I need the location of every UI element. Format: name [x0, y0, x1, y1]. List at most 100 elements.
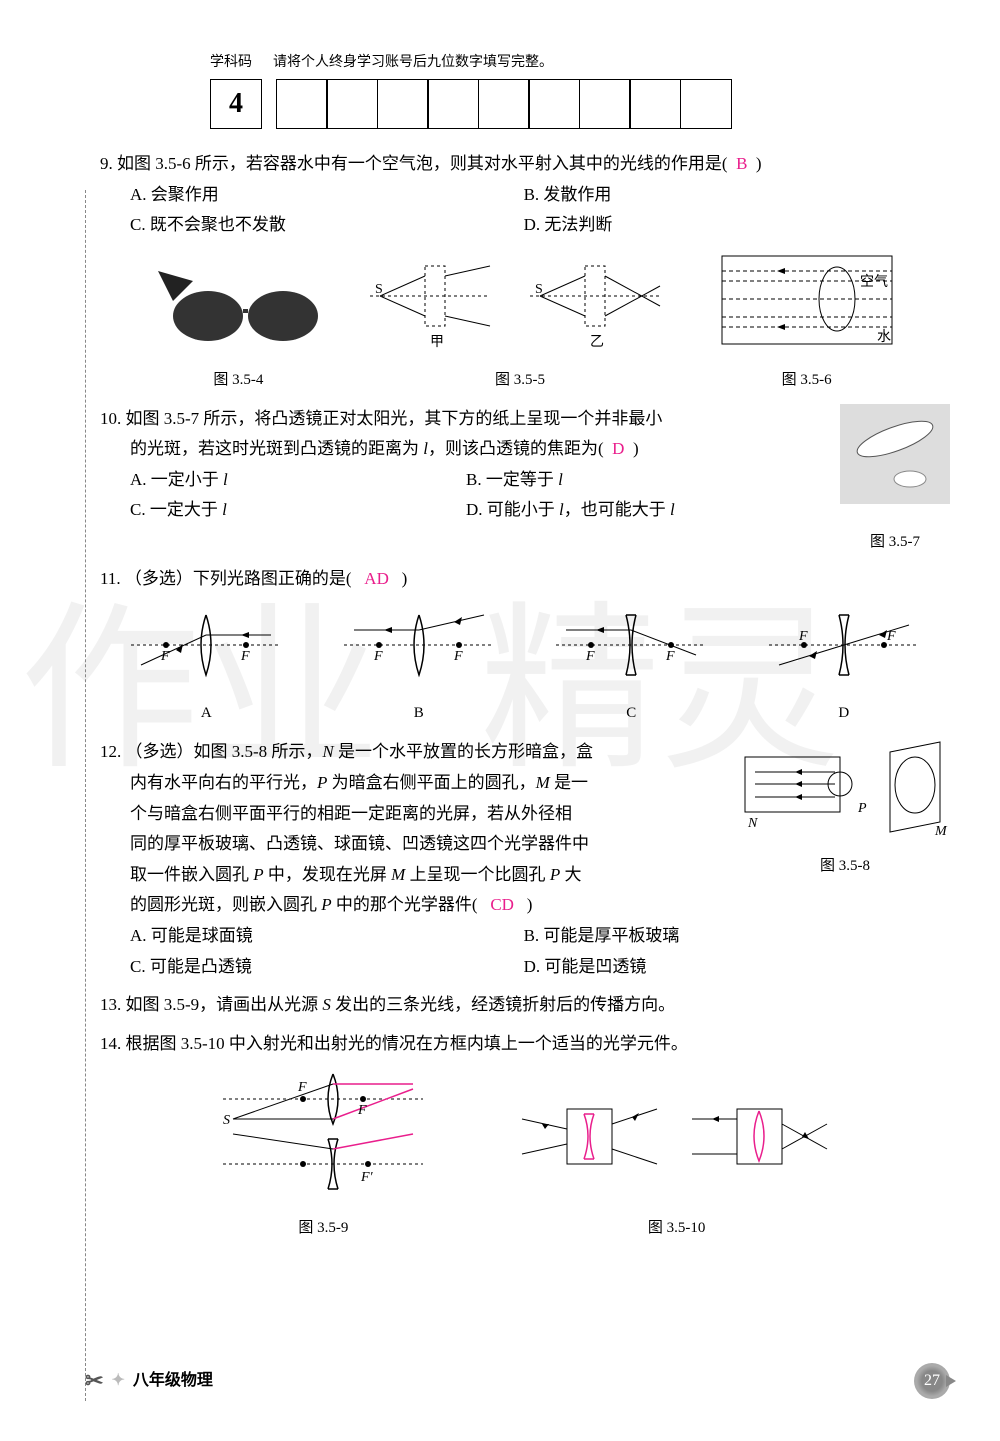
svg-text:S: S — [375, 282, 383, 297]
svg-text:F: F — [798, 629, 808, 644]
code-box[interactable] — [629, 79, 681, 129]
question-11: 11. （多选）下列光路图正确的是( AD ) F F A — [100, 564, 950, 727]
code-box[interactable] — [579, 79, 631, 129]
svg-text:F: F — [453, 649, 463, 664]
q9-answer: B — [736, 154, 747, 173]
concave-lens-icon: F F — [769, 605, 919, 685]
svg-text:F: F — [357, 1103, 367, 1118]
q12-num: 12. — [100, 742, 121, 761]
q12-optC: C. 可能是凸透镜 — [130, 952, 524, 983]
lens-diagram-icon: S 甲 S 乙 — [370, 251, 670, 351]
q11-optB-fig: F F B — [344, 605, 494, 728]
svg-text:M: M — [934, 824, 948, 837]
question-12: N P M 图 3.5-8 12. （多选）如图 3.5-8 所示，N 是一个水… — [100, 737, 950, 982]
svg-text:甲: 甲 — [430, 335, 444, 350]
svg-text:P: P — [857, 801, 867, 816]
figure-3-5-6: 空气 水 图 3.5-6 — [717, 251, 897, 394]
q10-optC: C. 一定大于 l — [130, 495, 466, 526]
svg-text:F: F — [297, 1080, 307, 1095]
svg-text:F′: F′ — [360, 1170, 374, 1185]
footer: ✂ ✦ 八年级物理 27 — [85, 1361, 950, 1401]
question-14: 14. 根据图 3.5-10 中入射光和出射光的情况在方框内填上一个适当的光学元… — [100, 1029, 950, 1060]
svg-text:空气: 空气 — [860, 274, 888, 290]
code-box[interactable] — [276, 79, 328, 129]
code-boxes: 4 — [210, 79, 1000, 129]
figure-3-5-9: S F F F′ 图 3.5-9 — [213, 1069, 433, 1242]
svg-text:F: F — [886, 629, 896, 644]
q10-line2b: ，则该凸透镜的焦距为( — [428, 439, 604, 458]
q9-optD: D. 无法判断 — [524, 210, 918, 241]
code-box[interactable] — [680, 79, 732, 129]
question-9: 9. 如图 3.5-6 所示，若容器水中有一个空气泡，则其对水平射入其中的光线的… — [100, 149, 950, 241]
svg-text:水: 水 — [877, 329, 891, 345]
svg-text:F: F — [240, 649, 250, 664]
figure-row-1: 图 3.5-4 S 甲 — [130, 251, 920, 394]
q10-optA: A. 一定小于 l — [130, 465, 466, 496]
q14-num: 14. — [100, 1034, 121, 1053]
darkbox-diagram-icon: N P M — [740, 737, 950, 837]
code-box[interactable] — [528, 79, 580, 129]
figure-3-5-10: 图 3.5-10 — [517, 1089, 837, 1242]
convex-lens-icon: F F — [344, 605, 494, 685]
q9-optB: B. 发散作用 — [524, 180, 918, 211]
code-box[interactable] — [427, 79, 479, 129]
q11-close: ) — [402, 569, 408, 588]
code-box[interactable] — [377, 79, 429, 129]
code-box-first: 4 — [210, 79, 262, 129]
concave-lens-icon: F F — [556, 605, 706, 685]
header-label-left: 学科码 — [210, 55, 252, 70]
fig-caption: 图 3.5-4 — [153, 367, 323, 394]
svg-text:F: F — [373, 649, 383, 664]
q10-line1: 如图 3.5-7 所示，将凸透镜正对太阳光，其下方的纸上呈现一个并非最小 — [126, 409, 663, 428]
q12-optB: B. 可能是厚平板玻璃 — [524, 921, 918, 952]
lens-pair-icon: S F F F′ — [213, 1069, 433, 1199]
optical-boxes-icon — [517, 1089, 837, 1199]
q13-num: 13. — [100, 995, 121, 1014]
q12-optD: D. 可能是凹透镜 — [524, 952, 918, 983]
q12-answer: CD — [490, 895, 514, 914]
svg-text:S: S — [535, 282, 543, 297]
q10-optB: B. 一定等于 l — [466, 465, 802, 496]
header-label-right: 请将个人终身学习账号后九位数字填写完整。 — [273, 55, 553, 70]
q9-optC: C. 既不会聚也不发散 — [130, 210, 524, 241]
code-box[interactable] — [326, 79, 378, 129]
sunglasses-icon — [153, 261, 323, 351]
question-10: 图 3.5-7 10. 如图 3.5-7 所示，将凸透镜正对太阳光，其下方的纸上… — [100, 404, 950, 557]
q11-num: 11. — [100, 569, 121, 588]
q9-text: 如图 3.5-6 所示，若容器水中有一个空气泡，则其对水平射入其中的光线的作用是… — [117, 154, 728, 173]
footer-grade: 八年级物理 — [133, 1367, 213, 1396]
q10-close: ) — [633, 439, 639, 458]
q11-optA-fig: F F A — [131, 605, 281, 728]
q10-num: 10. — [100, 409, 121, 428]
q9-close: ) — [756, 154, 762, 173]
svg-text:F: F — [160, 649, 170, 664]
page-number: 27 — [914, 1363, 950, 1399]
q12-optA: A. 可能是球面镜 — [130, 921, 524, 952]
svg-text:F: F — [665, 649, 675, 664]
scissors-icon: ✂ — [85, 1361, 103, 1401]
q11-text: （多选）下列光路图正确的是( — [125, 569, 352, 588]
svg-text:乙: 乙 — [590, 334, 604, 350]
bubble-diagram-icon: 空气 水 — [717, 251, 897, 351]
svg-text:F: F — [585, 649, 595, 664]
header: 学科码 请将个人终身学习账号后九位数字填写完整。 4 — [210, 50, 1000, 129]
q11-optD-fig: F F D — [769, 605, 919, 728]
fig-caption: 图 3.5-5 — [370, 367, 670, 394]
cut-line — [85, 190, 86, 1401]
code-box[interactable] — [478, 79, 530, 129]
star-icon: ✦ — [111, 1367, 124, 1396]
figure-3-5-8: N P M 图 3.5-8 — [740, 737, 950, 880]
figure-row-2: S F F F′ 图 3.5-9 — [130, 1069, 920, 1242]
q9-optA: A. 会聚作用 — [130, 180, 524, 211]
q10-optD: D. 可能小于 l，也可能大于 l — [466, 495, 802, 526]
svg-text:N: N — [747, 816, 758, 831]
figure-3-5-5: S 甲 S 乙 图 3.5-5 — [370, 251, 670, 394]
q11-answer: AD — [364, 569, 389, 588]
q10-answer: D — [612, 439, 624, 458]
figure-3-5-7: 图 3.5-7 — [840, 404, 950, 557]
q9-num: 9. — [100, 154, 113, 173]
svg-text:S: S — [223, 1113, 230, 1128]
lens-sun-icon — [840, 404, 950, 514]
figure-3-5-4: 图 3.5-4 — [153, 261, 323, 394]
q10-line2a: 的光斑，若这时光斑到凸透镜的距离为 — [130, 439, 423, 458]
